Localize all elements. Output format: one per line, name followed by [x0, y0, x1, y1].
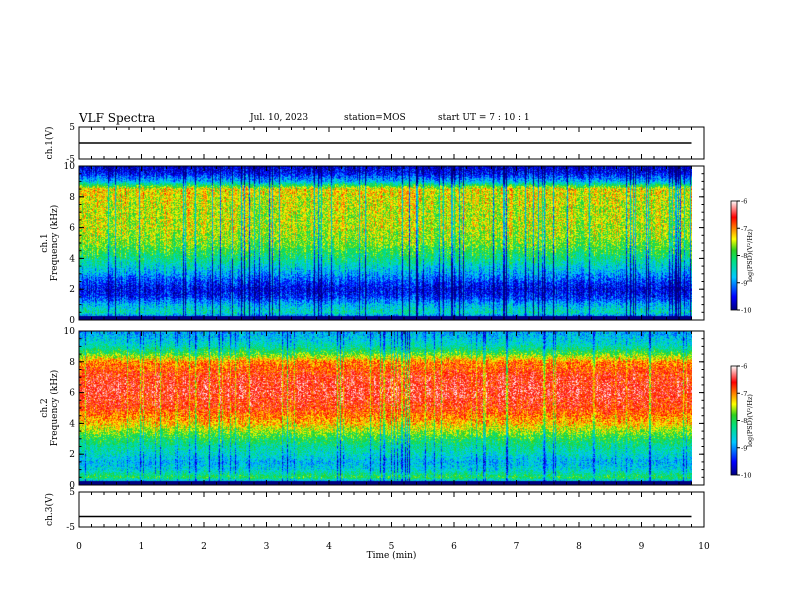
ch1-spectrogram-colorbar-tick-label: -8	[741, 252, 747, 260]
date-label: Jul. 10, 2023	[250, 113, 309, 123]
start-time-label: start UT = 7 : 10 : 1	[438, 113, 530, 123]
ch1-spectrogram-y-tick-label: 6	[69, 224, 75, 234]
ch1-spectrogram-heatmap-image	[79, 166, 692, 320]
x-axis-label: Time (min)	[367, 550, 417, 561]
x-tick-label: 3	[264, 542, 270, 552]
ch1-spectrogram-y-tick-label: 0	[69, 316, 75, 326]
ch1-waveform-ylabel: ch.1(V)	[44, 127, 55, 160]
ch2-spectrogram-colorbar-label: log(PSD)(V²/Hz)	[746, 394, 754, 447]
ch1-spectrogram-colorbar-tick-label: -6	[741, 198, 747, 206]
ch3-waveform-ylabel: ch.3(V)	[44, 493, 55, 526]
x-tick-label: 5	[389, 542, 395, 552]
ch2-spectrogram-colorbar-tick-label: -9	[741, 444, 747, 452]
ch2-spectrogram-y-tick-label: 6	[69, 389, 75, 399]
ch1-spectrogram-colorbar-tick-label: -10	[741, 307, 751, 315]
ch2-spectrogram-colorbar-tick-label: -8	[741, 417, 747, 425]
x-tick-label: 1	[139, 542, 145, 552]
ch1-spectrogram-ylabel-channel: ch.1	[40, 233, 50, 252]
ch1-spectrogram-colorbar-label: log(PSD)(V²/Hz)	[746, 229, 754, 282]
x-tick-label: 0	[76, 542, 82, 552]
ch2-spectrogram-y-tick-label: 0	[69, 481, 75, 491]
ch1-waveform-y-tick-label: -5	[66, 155, 75, 165]
ch2-spectrogram-ylabel: Frequency (kHz)	[49, 370, 60, 447]
ch2-spectrogram-y-tick-label: 8	[69, 358, 75, 368]
x-tick-label: 4	[326, 542, 332, 552]
x-tick-label: 7	[514, 542, 520, 552]
ch1-spectrogram-y-tick-label: 10	[64, 162, 76, 172]
ch3-waveform-frame	[78, 491, 705, 528]
ch2-spectrogram-heatmap-image	[79, 331, 692, 485]
ch2-spectrogram-colorbar-tick-label: -6	[741, 363, 747, 371]
ch1-spectrogram-y-tick-label: 4	[69, 254, 75, 264]
ch1-spectrogram-colorbar-tick-label: -7	[741, 225, 747, 233]
ch1-waveform-y-tick-label: 5	[69, 123, 75, 133]
x-tick-label: 6	[451, 542, 457, 552]
ch3-waveform-y-tick-label: 5	[69, 488, 75, 498]
ch1-spectrogram-y-tick-label: 2	[69, 285, 75, 295]
ch1-spectrogram-colorbar-tick-label: -9	[741, 279, 747, 287]
x-tick-label: 9	[639, 542, 645, 552]
ch1-spectrogram-ylabel: Frequency (kHz)	[49, 205, 60, 282]
ch1-spectrogram-colorbar	[730, 200, 738, 311]
chart-title: VLF Spectra	[79, 111, 156, 125]
x-tick-label: 2	[201, 542, 207, 552]
ch2-spectrogram-y-tick-label: 2	[69, 450, 75, 460]
ch2-spectrogram-y-tick-label: 10	[64, 327, 76, 337]
ch3-waveform-y-tick-label: -5	[66, 523, 75, 533]
ch1-spectrogram-y-tick-label: 8	[69, 193, 75, 203]
ch2-spectrogram-colorbar-tick-label: -10	[741, 472, 751, 480]
x-tick-label: 8	[576, 542, 582, 552]
ch2-spectrogram-ylabel-channel: ch.2	[40, 398, 50, 417]
station-label: station=MOS	[344, 113, 406, 123]
ch2-spectrogram-y-tick-label: 4	[69, 419, 75, 429]
x-tick-label: 10	[698, 542, 710, 552]
ch2-spectrogram-colorbar-tick-label: -7	[741, 390, 747, 398]
ch2-spectrogram-colorbar	[730, 365, 738, 476]
